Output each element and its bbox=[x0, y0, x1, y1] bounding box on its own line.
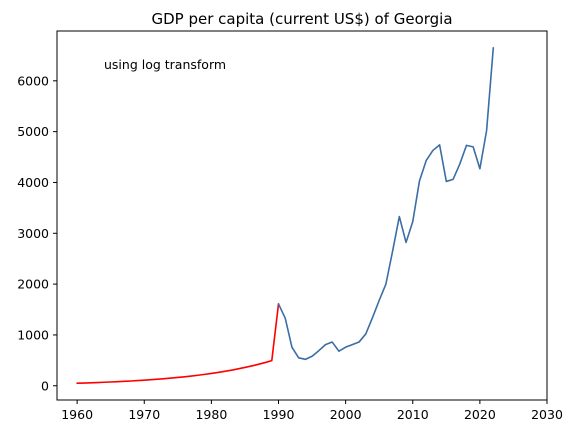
x-tick-label: 1990 bbox=[263, 407, 295, 422]
y-tick-label: 2000 bbox=[17, 277, 49, 292]
series-line-early bbox=[76, 303, 280, 385]
chart-title: GDP per capita (current US$) of Georgia bbox=[151, 10, 452, 28]
plot-series bbox=[76, 46, 495, 385]
x-axis: 1960 1970 1980 1990 2000 2010 2020 2030 bbox=[61, 400, 563, 422]
x-tick-label: 1980 bbox=[195, 407, 227, 422]
x-tick-label: 2020 bbox=[464, 407, 496, 422]
y-axis: 0 1000 2000 3000 4000 5000 6000 bbox=[17, 73, 57, 393]
x-tick-label: 1970 bbox=[128, 407, 160, 422]
y-tick-label: 3000 bbox=[17, 226, 49, 241]
x-tick-label: 2000 bbox=[330, 407, 362, 422]
y-tick-label: 4000 bbox=[17, 175, 49, 190]
y-tick-label: 1000 bbox=[17, 327, 49, 342]
series-line-late bbox=[277, 46, 495, 361]
y-tick-label: 0 bbox=[41, 378, 49, 393]
chart-annotation: using log transform bbox=[104, 57, 226, 72]
y-tick-label: 5000 bbox=[17, 124, 49, 139]
x-tick-label: 2010 bbox=[397, 407, 429, 422]
x-tick-label: 1960 bbox=[61, 407, 93, 422]
x-tick-label: 2030 bbox=[531, 407, 563, 422]
y-tick-label: 6000 bbox=[17, 73, 49, 88]
plot-frame bbox=[56, 30, 548, 401]
